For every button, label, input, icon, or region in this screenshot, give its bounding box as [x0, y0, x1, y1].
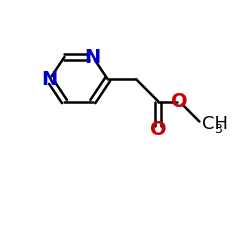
Text: 3: 3 — [214, 123, 222, 136]
Text: N: N — [42, 70, 58, 89]
Text: N: N — [85, 48, 101, 66]
Text: CH: CH — [202, 115, 228, 133]
Text: O: O — [150, 120, 167, 140]
Text: O: O — [171, 92, 188, 111]
